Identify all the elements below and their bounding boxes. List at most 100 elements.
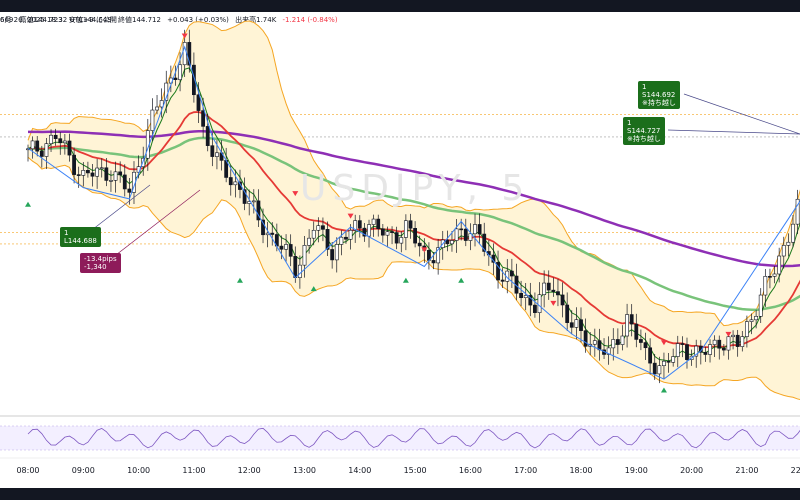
- candle: [242, 189, 247, 204]
- candle: [509, 270, 514, 277]
- candle: [302, 245, 307, 266]
- candle: [685, 344, 689, 360]
- candle: [791, 223, 795, 243]
- candle: [334, 244, 339, 261]
- candle: [542, 282, 547, 296]
- loss-connector: [111, 189, 201, 259]
- ohlc-legend: 6月 26, 2025 18:32 UTC+9 に公開: [0, 14, 800, 26]
- candle: [777, 255, 782, 275]
- candle: [772, 273, 777, 277]
- x-tick-label: 13:00: [293, 466, 316, 475]
- candle: [533, 304, 537, 313]
- candle: [367, 224, 371, 237]
- bollinger-fill: [28, 21, 800, 400]
- candle: [357, 220, 362, 229]
- pivot-high-marker: [660, 340, 667, 346]
- candle: [556, 291, 560, 296]
- candle: [141, 157, 146, 167]
- candle: [399, 237, 404, 244]
- carry-annotation-1: 1 S144.692 ※持ち越し: [638, 81, 680, 109]
- open-value: 669: [0, 16, 14, 24]
- high-value: 高値144.723: [19, 16, 63, 24]
- pivot-low-marker: [236, 277, 243, 283]
- candle: [583, 330, 588, 347]
- top-bar: [0, 0, 800, 12]
- candle: [30, 140, 35, 150]
- candle: [385, 231, 390, 236]
- candle: [72, 154, 76, 175]
- candle: [173, 77, 178, 80]
- candle: [53, 134, 58, 139]
- carry1-price: S144.692: [642, 91, 676, 99]
- change-value: +0.043 (+0.03%): [167, 16, 229, 24]
- candle: [694, 345, 699, 357]
- candle: [104, 167, 109, 181]
- candle: [546, 282, 551, 291]
- entry-annotation: 1 L144.688: [60, 227, 101, 247]
- candle: [712, 339, 717, 345]
- candle: [477, 224, 482, 235]
- candle: [127, 188, 132, 193]
- candle: [90, 172, 95, 177]
- candle: [49, 134, 53, 144]
- candle: [500, 279, 505, 282]
- entry-connector: [87, 184, 151, 234]
- candle: [348, 229, 353, 240]
- candle: [81, 170, 86, 176]
- ema-long-line: [27, 130, 800, 268]
- pivot-high-marker: [181, 33, 188, 39]
- x-tick-label: 12:00: [238, 466, 261, 475]
- candle: [726, 336, 731, 351]
- candle: [35, 140, 40, 152]
- pivot-high-marker: [347, 213, 354, 219]
- candle: [403, 220, 408, 238]
- candle: [537, 294, 542, 313]
- candle: [353, 220, 358, 231]
- candle: [215, 152, 219, 157]
- candle: [297, 264, 302, 278]
- candle: [758, 294, 763, 317]
- candle: [615, 339, 620, 345]
- candle: [228, 177, 233, 186]
- candle: [293, 256, 298, 278]
- candle: [417, 242, 422, 247]
- candle: [67, 140, 72, 156]
- pivot-low-marker: [458, 277, 465, 283]
- x-tick-label: 11:00: [182, 466, 205, 475]
- candle: [463, 228, 468, 241]
- carry-annotation-2: 1 S144.727 ※持ち越し: [623, 117, 665, 145]
- candle: [717, 339, 722, 349]
- candle: [376, 218, 381, 230]
- candle: [523, 295, 528, 298]
- candle: [565, 304, 570, 323]
- candle: [178, 64, 182, 80]
- candle: [749, 319, 754, 322]
- candle: [754, 316, 759, 321]
- candle: [468, 233, 473, 241]
- x-tick-label: 08:00: [16, 466, 39, 475]
- candle: [611, 339, 616, 349]
- candle: [606, 347, 611, 355]
- candle: [192, 64, 196, 96]
- candle: [519, 292, 523, 298]
- carry1-note: ※持ち越し: [642, 99, 676, 107]
- close-value: 終値144.712: [117, 16, 161, 24]
- candle: [316, 225, 321, 231]
- candle: [786, 241, 791, 246]
- candle: [233, 181, 238, 186]
- timestamp: 6月 26, 2025 18:32 UTC+9 に公開: [0, 16, 117, 24]
- candle: [703, 351, 708, 355]
- carry2-price: S144.727: [627, 127, 661, 135]
- candle: [528, 295, 533, 306]
- candle: [459, 228, 464, 231]
- candle: [76, 174, 81, 176]
- candle: [330, 249, 335, 261]
- candle: [325, 229, 330, 250]
- candle: [150, 109, 155, 131]
- candle: [205, 126, 210, 146]
- candle: [251, 200, 256, 203]
- candle: [159, 100, 164, 108]
- oscillator-line: [27, 427, 800, 449]
- carry2-qty: 1: [627, 119, 632, 127]
